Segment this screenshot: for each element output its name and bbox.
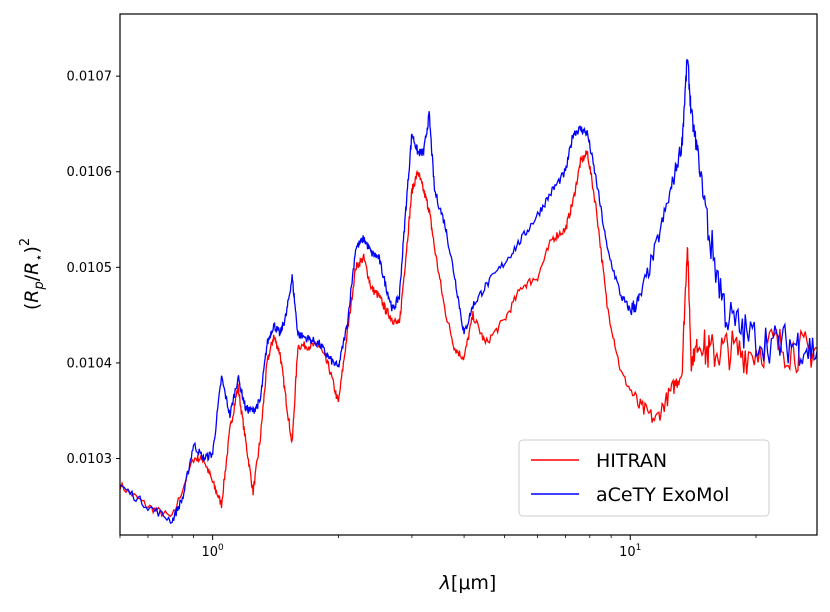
y-tick-label: 0.0104 bbox=[67, 356, 113, 371]
series-layer bbox=[120, 58, 817, 525]
legend-label-acety-exomol: aCeTY ExoMol bbox=[596, 484, 729, 506]
series-line-hitran bbox=[120, 150, 817, 518]
x-tick-label: 101 bbox=[619, 543, 641, 560]
y-axis-label: (Rp/R⋆)2 bbox=[18, 238, 47, 310]
y-tick-label: 0.0103 bbox=[67, 452, 113, 467]
legend-box bbox=[518, 439, 770, 517]
series-line-acety-exomol bbox=[120, 58, 817, 525]
legend: HITRAN aCeTY ExoMol bbox=[518, 439, 770, 517]
axis-layer: 0.0103 0.0104 0.0105 0.0106 0.0107 100 101 bbox=[67, 70, 757, 560]
y-tick-label: 0.0107 bbox=[67, 70, 113, 85]
y-tick-label: 0.0105 bbox=[67, 261, 113, 276]
x-tick-label: 100 bbox=[202, 543, 225, 560]
plot-frame bbox=[119, 13, 818, 536]
legend-label-hitran: HITRAN bbox=[596, 450, 667, 472]
x-axis-label: λ[μm] bbox=[439, 572, 497, 594]
y-tick-label: 0.0106 bbox=[67, 165, 113, 180]
